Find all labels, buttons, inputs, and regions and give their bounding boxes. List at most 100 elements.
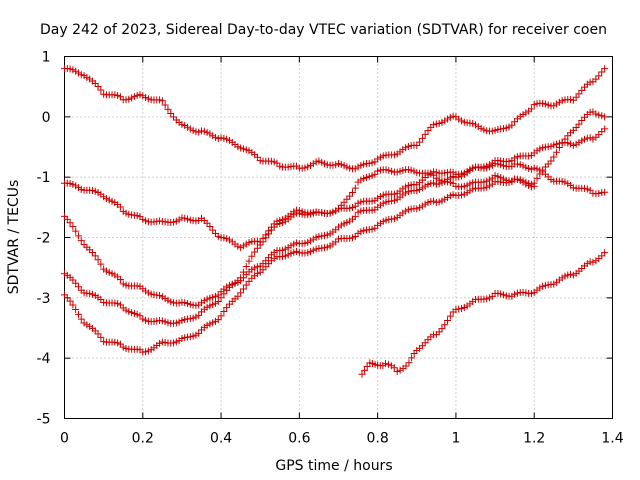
data-point [77, 315, 85, 323]
data-point [418, 134, 426, 142]
data-point [595, 189, 603, 197]
data-point [351, 184, 359, 192]
data-point [595, 111, 603, 119]
data-point [239, 268, 247, 276]
data-point [601, 249, 609, 257]
data-point [408, 354, 416, 362]
x-tick-label: 0.6 [288, 431, 310, 447]
data-point [66, 219, 74, 227]
data-point [69, 301, 77, 309]
data-point [116, 275, 124, 283]
data-point [251, 248, 259, 256]
data-point [217, 312, 225, 320]
data-point [167, 109, 175, 117]
y-tick-label: 1 [42, 50, 51, 66]
data-point [77, 237, 85, 245]
y-tick-label: -2 [37, 231, 51, 247]
x-tick-label: 1 [451, 431, 460, 447]
data-point [589, 258, 597, 266]
y-tick-label: -1 [37, 170, 51, 186]
x-tick-label: 1.2 [523, 431, 545, 447]
data-point [601, 188, 609, 196]
data-point [601, 65, 609, 73]
y-tick-label: 0 [42, 110, 51, 126]
data-point [592, 110, 600, 118]
axis-ticks: 0 0.2 0.4 0.6 0.8 1 1.2 1.4 1 0 -1 -2 -3 -4 -5 [37, 50, 624, 447]
data-point [550, 153, 558, 161]
x-tick-label: 1.4 [601, 431, 623, 447]
data-point [361, 366, 369, 374]
data-series [61, 65, 609, 378]
data-point [547, 157, 555, 165]
data-point [66, 297, 74, 305]
data-point [161, 101, 169, 109]
series-s5 [61, 175, 538, 356]
data-point [508, 121, 516, 129]
data-point [265, 230, 273, 238]
data-point [358, 370, 366, 378]
data-point [97, 260, 105, 268]
data-point [94, 256, 102, 264]
data-point [393, 367, 401, 375]
data-point [527, 105, 535, 113]
data-point [74, 232, 82, 240]
data-point [72, 306, 80, 314]
data-point [390, 364, 398, 372]
data-point [598, 112, 606, 120]
data-point [259, 238, 267, 246]
data-point [553, 148, 561, 156]
data-point [446, 312, 454, 320]
data-point [214, 316, 222, 324]
data-point [384, 360, 392, 368]
y-tick-label: -4 [37, 351, 51, 367]
series-s1 [61, 65, 609, 173]
data-point [195, 329, 203, 337]
data-point [335, 205, 342, 213]
x-tick-label: 0.2 [132, 431, 154, 447]
data-point [245, 257, 253, 265]
y-axis-label: SDTVAR / TECUs [6, 180, 22, 295]
data-point [348, 188, 356, 196]
data-point [195, 311, 203, 319]
data-point [72, 279, 80, 287]
data-point [220, 308, 228, 316]
data-point [248, 252, 256, 260]
data-point [239, 285, 247, 293]
data-point [242, 262, 250, 270]
data-point [575, 90, 583, 98]
data-point [595, 72, 603, 80]
x-tick-label: 0.4 [210, 431, 232, 447]
y-tick-label: -3 [37, 291, 51, 307]
data-point [351, 213, 359, 221]
data-point [242, 281, 250, 289]
data-point [402, 362, 410, 370]
y-tick-label: -5 [37, 412, 51, 428]
data-point [558, 139, 566, 147]
x-tick-label: 0 [60, 431, 69, 447]
data-point [530, 182, 538, 190]
data-point [438, 325, 446, 333]
data-point [346, 192, 354, 200]
data-point [69, 223, 77, 231]
data-point [533, 174, 541, 182]
data-point [595, 131, 603, 139]
data-point [555, 143, 563, 151]
data-point [91, 252, 99, 260]
data-point [214, 297, 222, 305]
data-point [421, 130, 429, 138]
data-point [164, 105, 172, 113]
data-point [536, 170, 544, 178]
data-point [441, 321, 449, 329]
data-point [220, 290, 228, 298]
data-point [74, 310, 82, 318]
x-tick-label: 0.8 [367, 431, 389, 447]
plot-frame [64, 56, 613, 419]
data-point [262, 234, 270, 242]
data-point [598, 68, 606, 76]
data-point [158, 97, 166, 105]
data-point [601, 113, 609, 121]
series-s6 [358, 249, 609, 378]
data-point [206, 223, 214, 231]
data-point [97, 86, 105, 94]
